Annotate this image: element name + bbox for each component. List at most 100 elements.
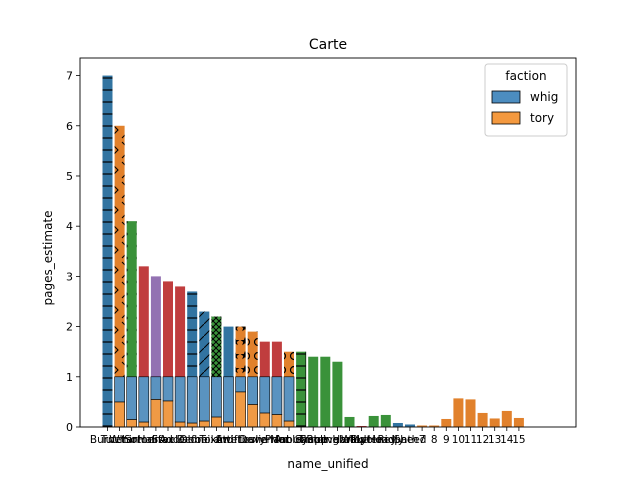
overlay-bar-whig (199, 376, 210, 422)
axes-layer: 01234567BurnetTutchinWhartonSomersHalifa… (66, 57, 577, 446)
x-tick-label: 11 (464, 434, 477, 446)
overlay-bar-whig (211, 376, 222, 418)
overlay-bar-tory (126, 419, 137, 428)
x-tick-label: Ridpath (378, 434, 419, 446)
overlay-bar-tory (162, 400, 174, 428)
x-tick-label: Davenant (239, 434, 290, 446)
x-tick-label: Leslie (238, 434, 268, 446)
bar (405, 424, 415, 427)
bar-fill (429, 425, 440, 427)
bar (513, 417, 524, 427)
bar-fill (417, 425, 428, 427)
x-tick-label: 15 (512, 434, 525, 446)
overlay-bar-tory (174, 421, 186, 428)
x-tick-label: 7 (419, 434, 426, 446)
overlay-bar-tory (235, 391, 246, 428)
x-tick-label: Defoe (177, 434, 208, 446)
bar-fill (150, 276, 161, 427)
overlay-layer (114, 376, 295, 428)
plot-frame (79, 57, 577, 428)
overlay-bar-tory (283, 420, 295, 428)
x-tick-label: 14 (500, 434, 514, 446)
overlay-bar-whig (223, 376, 234, 423)
overlay-bar-whig (247, 376, 258, 405)
overlay-bar-tory (247, 404, 258, 428)
bar (344, 416, 355, 427)
bar-fill (175, 286, 186, 427)
overlay-bar-tory (199, 420, 210, 428)
x-tick-label: Arbuthnot (275, 434, 328, 446)
overlay-bar-whig (271, 376, 283, 415)
x-tick-label: 13 (488, 434, 501, 446)
bar (308, 356, 319, 427)
x-tick-label: Sacheverell (295, 434, 356, 446)
bar (199, 311, 210, 427)
bar-fill (332, 361, 343, 427)
overlay-bar-tory (223, 421, 234, 428)
legend-swatch-whig (491, 90, 521, 104)
legend-label-tory: tory (530, 111, 554, 125)
bar (296, 351, 307, 427)
legend-swatch-tory (491, 111, 521, 125)
y-tick-label: 2 (66, 321, 73, 334)
y-tick-label: 5 (66, 170, 73, 183)
x-axis-label: name_unified (287, 457, 368, 471)
bar-hatch (211, 316, 222, 427)
bar (126, 221, 137, 427)
overlay-bar-whig (150, 376, 162, 400)
bar-fill (163, 281, 173, 427)
overlay-bar-whig (138, 376, 150, 423)
bar (356, 425, 367, 427)
bar-hatch (199, 311, 210, 427)
overlay-bar-whig (283, 376, 295, 422)
overlay-bar-whig (186, 376, 198, 424)
bar (453, 398, 464, 427)
y-tick-label: 7 (66, 70, 73, 83)
overlay-bar-tory (138, 421, 150, 428)
bar (380, 414, 391, 427)
bar (114, 125, 125, 427)
overlay-bar-whig (114, 376, 125, 403)
y-tick-label: 3 (66, 270, 73, 283)
x-tick-label: Atterbury (216, 434, 266, 446)
x-tick-label: Addison (159, 434, 201, 446)
x-tick-label: Halifax (138, 434, 175, 446)
bar-fill (513, 417, 524, 427)
bar-hatch (114, 125, 125, 427)
legend: faction whig tory (484, 63, 568, 137)
bar-fill (138, 266, 149, 427)
bar (489, 418, 500, 427)
x-tick-label: Pulteney (351, 434, 397, 446)
x-tick-label: 8 (431, 434, 438, 446)
x-tick-label: Toland (199, 434, 234, 446)
x-tick-label: Walpole (341, 434, 383, 446)
bar-fill (344, 416, 355, 427)
x-tick-label: Somers (124, 434, 164, 446)
bar (477, 412, 488, 427)
overlay-bar-tory (150, 399, 162, 428)
y-axis-label: pages_estimate (41, 210, 55, 305)
bar (429, 425, 440, 427)
x-tick-label: 10 (452, 434, 465, 446)
x-tick-label: Manley (270, 434, 308, 446)
x-tick-label: Harley (332, 434, 366, 446)
bar (211, 316, 222, 427)
bar-fill (405, 424, 415, 427)
bar-fill (453, 398, 464, 427)
bar (150, 276, 161, 427)
legend-label-whig: whig (530, 90, 558, 104)
bar-fill (380, 414, 391, 427)
overlay-bar-whig (235, 376, 246, 393)
bar-fill (320, 356, 331, 427)
y-tick-label: 0 (66, 421, 73, 434)
bar (368, 415, 379, 427)
bar (320, 356, 331, 427)
bar (332, 361, 343, 427)
x-tick-label: 9 (443, 434, 450, 446)
bar-fill (489, 418, 500, 427)
legend-title: faction (505, 69, 546, 83)
overlay-bar-whig (126, 376, 137, 420)
x-tick-label: Hoadly (368, 434, 405, 446)
bar-hatch (102, 75, 113, 428)
